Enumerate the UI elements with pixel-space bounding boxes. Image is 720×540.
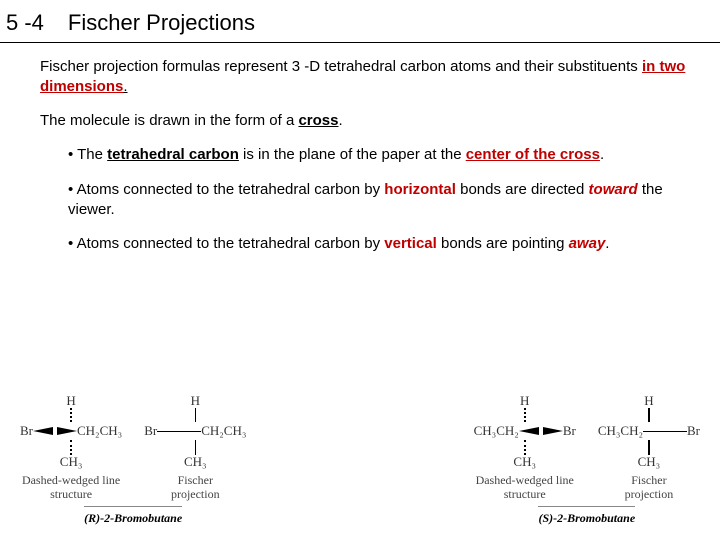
horizontal-bond-icon [179, 431, 201, 432]
paragraph-1: Fischer projection formulas represent 3 … [40, 57, 686, 98]
vertical-bond-icon [195, 408, 197, 423]
horizontal-bond-icon [665, 431, 687, 432]
wedge-left-icon [33, 427, 53, 435]
caption-dw: Dashed-wedged line [476, 473, 574, 487]
atom-ch3: CH₃ [513, 453, 536, 471]
paragraph-2: The molecule is drawn in the form of a c… [40, 111, 686, 131]
caption-projection: projection [625, 487, 674, 501]
b3-post: . [605, 235, 609, 252]
caption-structure: structure [50, 487, 92, 501]
b1-em2: center of the cross [466, 146, 600, 163]
divider [0, 42, 720, 43]
b1-pre: • The [68, 146, 107, 163]
p2-post: . [338, 112, 342, 129]
horizontal-bond-icon [157, 431, 179, 432]
atom-br: Br [144, 422, 157, 440]
atom-ch3ch2: CH₃CH₂ [474, 422, 519, 440]
caption-s-name: (S)-2-Bromobutane [538, 506, 635, 526]
section-number: 5 -4 [6, 8, 44, 38]
bullet-1: • The tetrahedral carbon is in the plane… [68, 145, 686, 165]
b3-mid: bonds are pointing [437, 235, 569, 252]
atom-ch3ch2: CH₃CH₂ [598, 422, 643, 440]
diagram-row: H Br CH₂CH₃ CH₃ Dashed-wedged linestruct… [20, 392, 700, 526]
b1-post: . [600, 146, 604, 163]
caption-fischer: Fischer [631, 473, 666, 487]
group-r: H Br CH₂CH₃ CH₃ Dashed-wedged linestruct… [20, 392, 246, 526]
b1-mid: is in the plane of the paper at the [239, 146, 466, 163]
b2-mid: bonds are directed [456, 181, 589, 198]
atom-br: Br [20, 422, 33, 440]
s-fischer-structure: H CH₃CH₂ Br CH₃ Fischerprojection [598, 392, 700, 502]
b1-em1: tetrahedral carbon [107, 146, 239, 163]
b3-pre: • Atoms connected to the tetrahedral car… [68, 235, 384, 252]
p2-bold: cross [298, 112, 338, 129]
atom-ch2ch3: CH₂CH₃ [77, 422, 122, 440]
wedge-left-icon [519, 427, 539, 435]
dashed-bond-icon [70, 408, 72, 423]
dashed-bond-icon [524, 408, 526, 423]
caption-fischer: Fischer [178, 473, 213, 487]
caption-r-name: (R)-2-Bromobutane [84, 506, 182, 526]
caption-structure: structure [504, 487, 546, 501]
atom-br: Br [687, 422, 700, 440]
p1-post: . [123, 78, 127, 95]
content: Fischer projection formulas represent 3 … [0, 57, 720, 255]
b2-em1: horizontal [384, 181, 456, 198]
b2-pre: • Atoms connected to the tetrahedral car… [68, 181, 384, 198]
atom-ch2ch3: CH₂CH₃ [201, 422, 246, 440]
vertical-bond-icon [648, 408, 650, 423]
atom-ch3: CH₃ [184, 453, 207, 471]
atom-ch3: CH₃ [60, 453, 83, 471]
page-title: Fischer Projections [68, 8, 255, 38]
r-fischer-structure: H Br CH₂CH₃ CH₃ Fischerprojection [144, 392, 246, 502]
s-dw-structure: H CH₃CH₂ Br CH₃ Dashed-wedged linestruct… [474, 392, 576, 502]
wedge-right-icon [543, 427, 563, 435]
group-s: H CH₃CH₂ Br CH₃ Dashed-wedged linestruct… [474, 392, 700, 526]
bullet-3: • Atoms connected to the tetrahedral car… [68, 234, 686, 254]
horizontal-bond-icon [643, 431, 665, 432]
b3-em1: vertical [384, 235, 437, 252]
bullet-list: • The tetrahedral carbon is in the plane… [40, 145, 686, 254]
p1-pre: Fischer projection formulas represent 3 … [40, 58, 642, 75]
atom-br: Br [563, 422, 576, 440]
bullet-2: • Atoms connected to the tetrahedral car… [68, 180, 686, 221]
b3-em2: away [569, 235, 606, 252]
atom-ch3: CH₃ [638, 453, 661, 471]
caption-dw: Dashed-wedged line [22, 473, 120, 487]
wedge-right-icon [57, 427, 77, 435]
caption-projection: projection [171, 487, 220, 501]
b2-em2: toward [589, 181, 638, 198]
p2-pre: The molecule is drawn in the form of a [40, 112, 298, 129]
r-dw-structure: H Br CH₂CH₃ CH₃ Dashed-wedged linestruct… [20, 392, 122, 502]
